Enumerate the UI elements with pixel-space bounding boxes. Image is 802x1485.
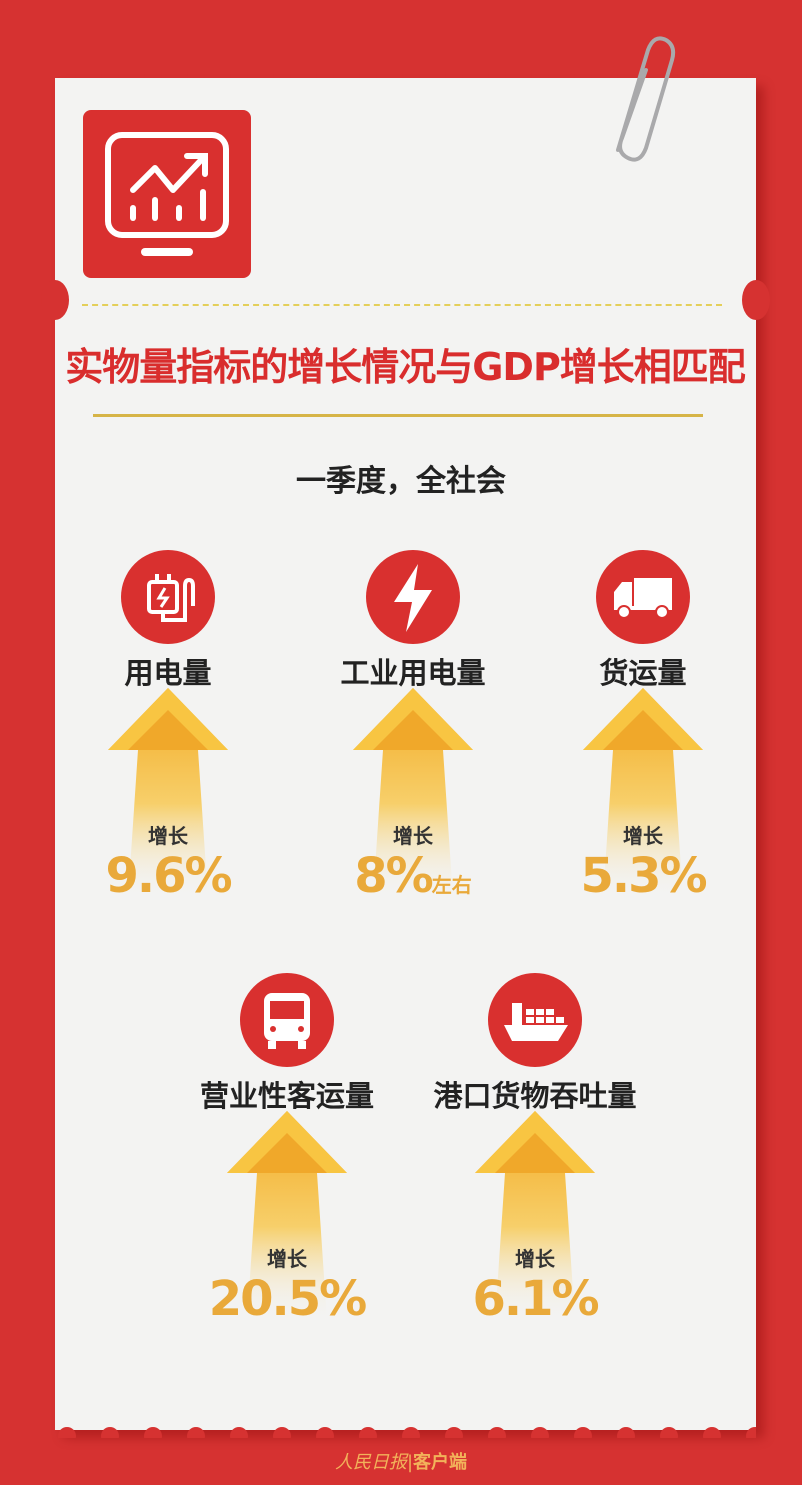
left-notch [41,280,69,320]
lightning-icon [366,550,460,644]
growth-label: 增长 [393,824,433,848]
truck-icon [596,550,690,644]
scallop-hole [101,1427,119,1438]
scallop-hole [617,1427,635,1438]
growth-label: 增长 [515,1247,555,1271]
indicator-label: 港口货物吞吐量 [433,1079,637,1113]
growth-percent: 9.6% [105,848,232,904]
scallop-hole [574,1427,592,1438]
scallop-hole [359,1427,377,1438]
up-arrow-icon [353,688,473,898]
footer-separator: | [406,1452,414,1473]
growth-label: 增长 [148,824,188,848]
up-arrow-icon [108,688,228,898]
right-notch [742,280,770,320]
growth-value: 9.6% [48,848,288,904]
scallop-hole [187,1427,205,1438]
scallop-hole [402,1427,420,1438]
growth-value: 5.3% [523,848,763,904]
up-arrow-icon [475,1111,595,1321]
indicator-label: 营业性客运量 [199,1079,374,1113]
title-underline [93,414,703,417]
scallop-hole [531,1427,549,1438]
bus-icon [240,973,334,1067]
growth-value: 20.5% [167,1271,407,1327]
bottom-scallop-edge [58,1427,756,1438]
scallop-hole [273,1427,291,1438]
indicator-label: 工业用电量 [340,656,486,690]
page-title: 实物量指标的增长情况与GDP增长相匹配 [65,345,746,389]
power-plug-icon [121,550,215,644]
chart-monitor-icon [83,110,251,278]
scallop-hole [230,1427,248,1438]
growth-label: 增长 [267,1247,307,1271]
scallop-hole [746,1427,756,1438]
paperclip-icon [616,36,676,162]
subtitle: 一季度，全社会 [296,464,506,499]
scallop-hole [660,1427,678,1438]
growth-percent: 6.1% [472,1271,599,1327]
scallop-hole [316,1427,334,1438]
growth-percent: 5.3% [580,848,707,904]
up-arrow-icon [583,688,703,898]
indicator-label: 用电量 [124,656,212,690]
scallop-hole [488,1427,506,1438]
scallop-hole [703,1427,721,1438]
growth-value: 6.1% [415,1271,655,1327]
growth-label: 增长 [623,824,663,848]
scallop-hole [58,1427,76,1438]
footer-brand: 人民日报|客户端 [0,1448,802,1474]
up-arrow-icon [227,1111,347,1321]
growth-percent: 8% [354,848,433,904]
growth-value: 8%左右 [293,848,533,904]
scallop-hole [144,1427,162,1438]
growth-qualifier: 左右 [431,873,472,897]
scallop-hole [445,1427,463,1438]
cargo-ship-icon [488,973,582,1067]
indicator-label: 货运量 [599,656,687,690]
brand-suffix: 客户端 [413,1452,468,1473]
dashed-divider [82,304,722,306]
growth-percent: 20.5% [208,1271,368,1327]
brand-logo: 人民日报 [334,1452,407,1473]
